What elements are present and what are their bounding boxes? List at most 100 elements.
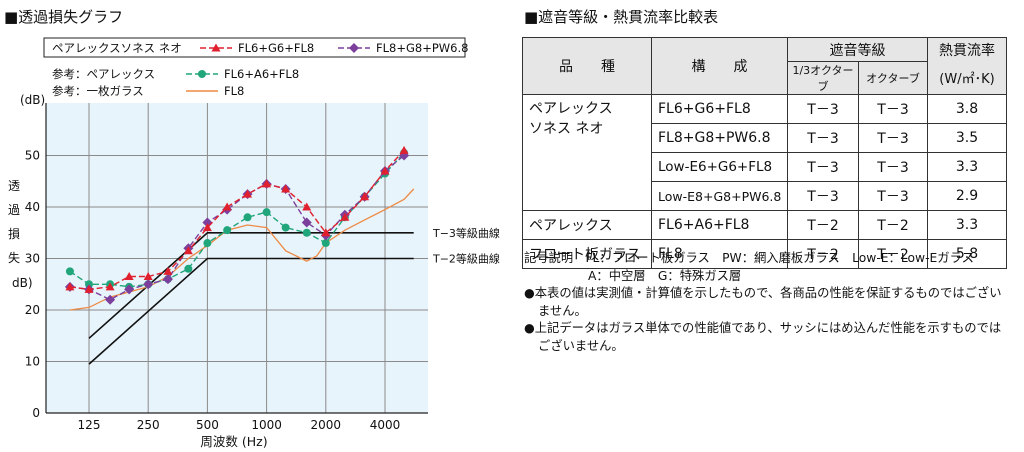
group-neo-line1: ペアレックス	[529, 101, 613, 117]
cell-grade-octave: T－2	[858, 210, 928, 240]
cell-grade-octave: T－3	[858, 152, 928, 182]
data-point-triangle	[143, 272, 153, 281]
data-point-circle	[85, 280, 93, 289]
data-point-triangle	[211, 43, 221, 52]
data-point-triangle	[302, 202, 312, 211]
y-tick-label: 0	[32, 406, 40, 420]
x-tick-label: 2000	[311, 418, 342, 432]
cell-composition: Low-E8+G8+PW6.8	[651, 181, 788, 211]
x-axis-label: 周波数 (Hz)	[200, 434, 267, 449]
group-neo-line2: ソネス ネオ	[529, 121, 604, 137]
cell-grade-third-octave: T－3	[787, 152, 859, 182]
legend-group-label: ペアレックスソネス ネオ	[52, 41, 182, 55]
data-point-triangle	[380, 166, 390, 175]
data-point-circle	[223, 226, 232, 235]
y-axis-label-char: 損	[8, 226, 20, 241]
data-point-diamond	[124, 284, 135, 295]
cell-heat: 3.3	[927, 210, 1007, 240]
cell-grade-third-octave: T－2	[787, 210, 859, 240]
data-point-triangle	[262, 179, 272, 188]
data-point-triangle	[321, 228, 331, 237]
data-point-circle	[184, 264, 193, 273]
data-point-triangle	[163, 266, 173, 275]
cell-composition: Low-E6+G6+FL8	[651, 152, 788, 182]
chart-title: ■透過損失グラフ	[4, 8, 124, 26]
cell-heat: 2.9	[927, 181, 1007, 211]
y-tick-label: 30	[25, 252, 40, 266]
legend-ref-label: 参考：ペアレックス	[52, 67, 155, 81]
data-point-triangle	[399, 145, 409, 154]
cell-grade-octave: T－3	[858, 123, 928, 153]
cell-grade-octave: T－3	[858, 94, 928, 124]
legend-ref-label: 参考：一枚ガラス	[52, 84, 144, 98]
data-point-circle	[302, 228, 311, 237]
grade-line	[88, 232, 414, 339]
group-pairex: ペアレックス	[522, 210, 652, 240]
grade-line	[88, 257, 414, 365]
header-grade: 遮音等級	[787, 37, 928, 62]
note-1: ●本表の値は実測値・計算値を示したもので、各商品の性能を保証するものではござい	[524, 286, 1002, 300]
header-composition: 構 成	[651, 37, 788, 95]
data-point-triangle	[360, 192, 370, 201]
legend-label: FL8+G8+PW6.8	[376, 41, 468, 55]
data-point-diamond	[143, 279, 154, 290]
header-octave: オクターブ	[858, 61, 928, 95]
header-third-octave: 1/3オクターブ	[787, 61, 859, 95]
data-point-diamond	[162, 274, 173, 285]
grade-line-label: T−2等級曲線	[432, 252, 500, 266]
cell-grade-octave: T－2	[858, 239, 928, 269]
table-row: Low-E8+G8+PW6.8 T－3 T－3 2.9	[523, 181, 1007, 211]
group-neo: ペアレックス ソネス ネオ	[522, 94, 652, 211]
y-axis-label-char: 過	[8, 203, 20, 217]
data-point-triangle	[105, 282, 115, 291]
data-point-circle	[65, 267, 74, 276]
data-point-circle	[198, 70, 206, 78]
data-point-triangle	[222, 202, 232, 211]
data-point-triangle	[340, 212, 350, 221]
note-2-cont: ございません。	[538, 338, 624, 353]
data-point-circle	[243, 213, 252, 222]
legend-explanation-2: A：中空層 G：特殊ガス層	[588, 268, 742, 283]
cell-composition: FL6+G6+FL8	[651, 94, 788, 124]
data-point-circle	[203, 239, 212, 248]
header-kind: 品 種	[522, 37, 652, 95]
table-title: ■遮音等級・熱貫流率比較表	[524, 8, 719, 26]
y-tick-label: 50	[25, 149, 40, 163]
cell-heat: 3.5	[927, 123, 1007, 153]
cell-composition: FL8+G8+PW6.8	[651, 123, 788, 153]
data-point-diamond	[105, 294, 116, 305]
series-line	[69, 154, 405, 301]
data-point-circle	[281, 223, 290, 232]
data-point-triangle	[243, 189, 253, 198]
header-heat-unit: (W/㎡･K)	[927, 61, 1007, 95]
table-row: フロート板ガラス FL8 T－2 T－2 5.8	[522, 239, 1007, 269]
table-row: ペアレックス FL6+A6+FL8 T－2 T－2 3.3	[522, 210, 1007, 240]
cell-composition: FL6+A6+FL8	[651, 210, 788, 240]
table-row: ペアレックス ソネス ネオ FL6+G6+FL8 T－3 T－3 3.8	[522, 94, 1007, 211]
cell-grade-third-octave: T－3	[787, 123, 859, 153]
data-point-triangle	[281, 184, 291, 193]
table-row: FL8+G8+PW6.8 T－3 T－3 3.5	[523, 123, 1007, 153]
data-point-triangle	[124, 272, 134, 281]
cell-heat: 5.8	[927, 239, 1007, 269]
legend-label: FL6+G6+FL8	[238, 41, 314, 55]
data-point-triangle	[202, 223, 212, 232]
data-point-diamond	[301, 217, 312, 228]
cell-heat: 3.3	[927, 152, 1007, 182]
data-point-diamond	[349, 43, 359, 53]
cell-heat: 3.8	[927, 94, 1007, 124]
x-tick-label: 500	[196, 418, 219, 432]
grade-line-label: T−3等級曲線	[432, 226, 500, 240]
legend-label: FL8	[224, 84, 244, 98]
cell-composition: FL8	[651, 239, 788, 269]
x-tick-label: 250	[137, 418, 160, 432]
legend-box	[43, 37, 466, 58]
y-axis-label-char: 透	[8, 179, 20, 193]
legend-explanation: 記号説明 FL：フロート板ガラス PW：網入磨板ガラス Low-E：Low-Eガ…	[524, 251, 974, 265]
data-point-triangle	[84, 284, 94, 293]
legend-label: FL6+A6+FL8	[224, 67, 299, 81]
x-tick-label: 125	[78, 418, 101, 432]
notes: 記号説明 FL：フロート板ガラス PW：網入磨板ガラス Low-E：Low-Eガ…	[524, 250, 1019, 355]
note-2: ●上記データはガラス単体での性能値であり、サッシにはめ込んだ性能を示すものでは	[524, 321, 1002, 335]
x-tick-label: 1000	[251, 418, 282, 432]
